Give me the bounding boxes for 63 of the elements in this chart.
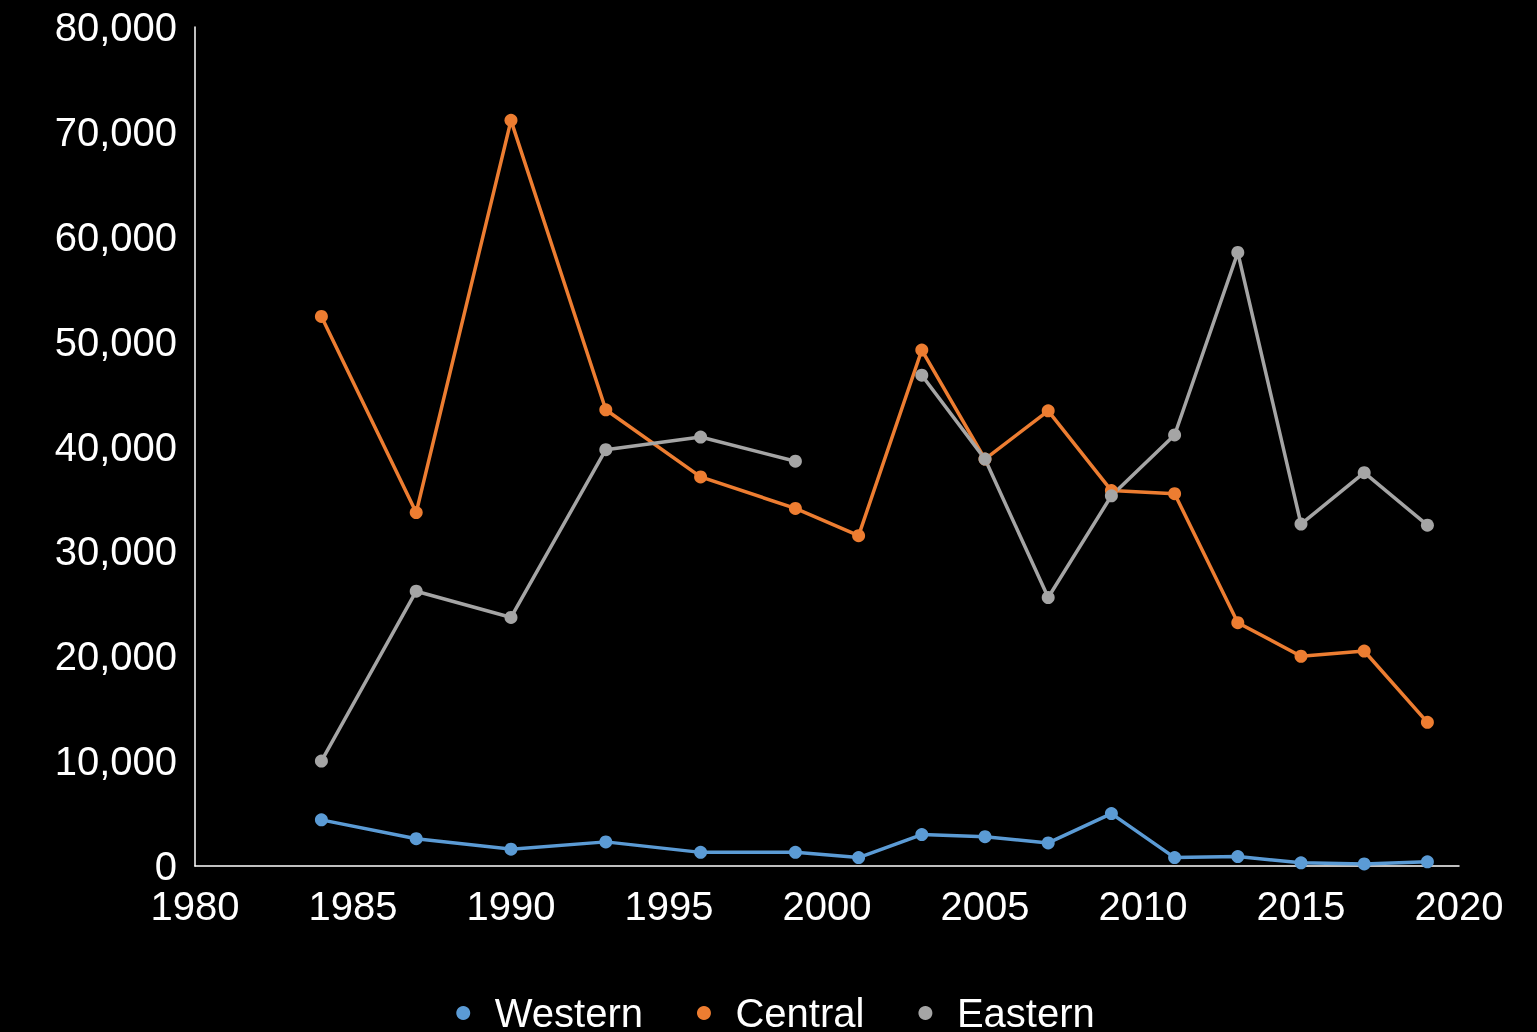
y-tick-label: 20,000 (54, 634, 177, 679)
x-tick-label: 1990 (466, 884, 556, 928)
y-tick-label: 70,000 (54, 109, 177, 154)
point (1357, 644, 1371, 658)
point (314, 309, 328, 323)
point (1041, 404, 1055, 418)
x-tick-label: 2005 (940, 884, 1030, 928)
point (788, 454, 802, 468)
x-tick-label: 2020 (1414, 884, 1504, 928)
x-tick-label: 2015 (1256, 884, 1346, 928)
x-tick-label: 1995 (624, 884, 714, 928)
point (599, 443, 613, 457)
point (504, 113, 518, 127)
x-tick-label: 1985 (308, 884, 398, 928)
legend-label: Eastern (956, 991, 1095, 1032)
point (1420, 518, 1434, 532)
point (1294, 517, 1308, 531)
legend-label: Western (494, 991, 643, 1032)
point (1041, 591, 1055, 605)
point (1168, 851, 1182, 865)
point (1104, 807, 1118, 821)
y-tick-label: 10,000 (54, 739, 177, 784)
point (1168, 428, 1182, 442)
y-tick-label: 60,000 (54, 214, 177, 259)
point (599, 403, 613, 417)
point (409, 584, 423, 598)
point (504, 610, 518, 624)
point (978, 830, 992, 844)
point (694, 430, 708, 444)
point (915, 368, 929, 382)
point (694, 470, 708, 484)
point (1357, 857, 1371, 871)
point (1231, 850, 1245, 864)
point (1231, 616, 1245, 630)
point (409, 506, 423, 520)
point (788, 501, 802, 515)
point (915, 828, 929, 842)
point (314, 813, 328, 827)
y-tick-label: 30,000 (54, 529, 177, 574)
point (504, 842, 518, 856)
point (599, 835, 613, 849)
y-tick-label: 80,000 (54, 5, 177, 49)
y-tick-label: 50,000 (54, 319, 177, 364)
point (1357, 466, 1371, 480)
point (1420, 855, 1434, 869)
point (852, 851, 866, 865)
x-tick-label: 2010 (1098, 884, 1188, 928)
point (1294, 649, 1308, 663)
point (788, 845, 802, 859)
point (409, 832, 423, 846)
point (694, 845, 708, 859)
point (915, 343, 929, 357)
y-tick-label: 40,000 (54, 424, 177, 469)
legend-label: Central (735, 991, 865, 1032)
point (1041, 836, 1055, 850)
point (1294, 856, 1308, 870)
point (1168, 487, 1182, 501)
point (852, 529, 866, 543)
x-tick-label: 2000 (782, 884, 872, 928)
point (1420, 715, 1434, 729)
point (1104, 489, 1118, 503)
point (1231, 245, 1245, 259)
point (314, 754, 328, 768)
